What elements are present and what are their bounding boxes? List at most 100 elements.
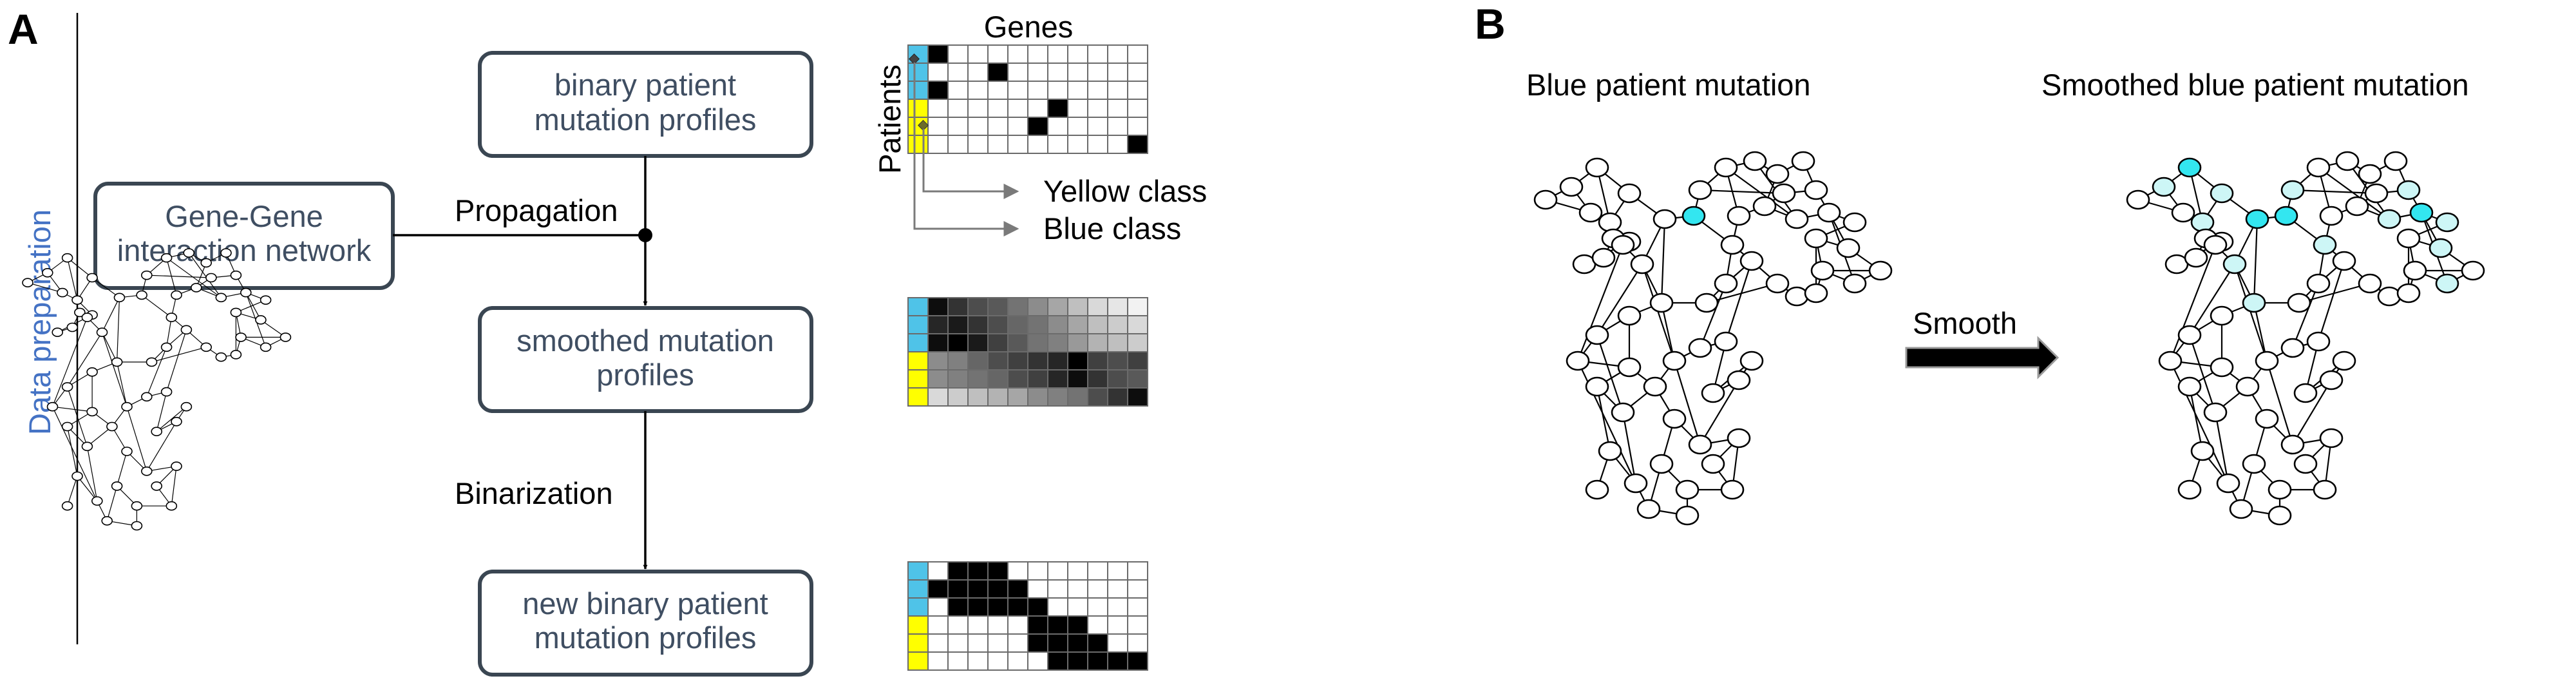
network-node xyxy=(166,313,178,322)
network-edge xyxy=(1673,360,1701,445)
matrix-cell xyxy=(1067,387,1088,407)
network-node xyxy=(2435,212,2459,233)
binarization-label: Binarization xyxy=(455,476,613,510)
matrix-cell xyxy=(1067,579,1088,599)
network-edge xyxy=(101,332,128,407)
matrix-cell xyxy=(1007,387,1028,407)
network-line-2: interaction network xyxy=(117,233,372,267)
matrix-cell xyxy=(1027,597,1048,617)
matrix-cell xyxy=(927,651,949,671)
network-node xyxy=(2280,434,2305,455)
network-node xyxy=(1804,180,1828,200)
matrix-cell xyxy=(1087,63,1108,82)
network-node xyxy=(255,315,267,325)
matrix-cell xyxy=(1107,135,1128,154)
network-node xyxy=(1617,183,1642,204)
matrix-cell xyxy=(1087,99,1108,118)
network-edge xyxy=(67,258,78,300)
network-node xyxy=(2313,235,2337,255)
network-node xyxy=(91,496,103,506)
network-node xyxy=(2171,202,2195,223)
network-node xyxy=(2377,209,2401,229)
network-node xyxy=(171,290,182,300)
matrix-cell xyxy=(947,651,969,671)
matrix-cell xyxy=(927,615,949,635)
network-node xyxy=(220,248,232,258)
network-node xyxy=(2306,331,2331,352)
smoothed-matrix xyxy=(907,297,1148,407)
network-node xyxy=(2306,273,2331,294)
smoothed-profiles-line-2: profiles xyxy=(596,358,694,392)
network-node xyxy=(1611,402,1635,423)
network-node xyxy=(86,407,98,417)
network-node xyxy=(2332,251,2356,271)
matrix-cell xyxy=(1087,297,1108,316)
matrix-cell xyxy=(1107,579,1128,599)
matrix-cell xyxy=(1007,651,1028,671)
network-node xyxy=(1617,305,1642,326)
network-edge xyxy=(2317,260,2345,342)
network-node xyxy=(1649,454,1674,474)
matrix-cell xyxy=(947,44,969,64)
network-edge xyxy=(67,476,78,506)
network-node xyxy=(1643,376,1667,397)
network-node xyxy=(215,352,227,362)
matrix-cell xyxy=(1027,633,1048,653)
matrix-cell xyxy=(1107,561,1128,581)
network-edge xyxy=(166,257,222,298)
network-node xyxy=(2396,180,2421,200)
network-edge xyxy=(27,282,63,293)
junction-dot xyxy=(638,228,652,242)
patients-label: Patients xyxy=(873,64,907,174)
network-node xyxy=(1662,351,1687,371)
matrix-cell xyxy=(987,597,1009,617)
network-node xyxy=(42,267,53,278)
matrix-cell xyxy=(1047,651,1068,671)
network-node xyxy=(2409,202,2434,223)
network-node xyxy=(205,273,217,283)
matrix-cell xyxy=(1027,351,1048,370)
matrix-cell xyxy=(1087,387,1108,407)
network-node xyxy=(1559,177,1584,197)
matrix-cell xyxy=(967,387,989,407)
network-node xyxy=(1752,196,1777,216)
patient-class-cell xyxy=(907,315,929,334)
matrix-cell xyxy=(1067,333,1088,352)
matrix-cell xyxy=(1107,351,1128,370)
network-node xyxy=(2255,351,2279,371)
matrix-cell xyxy=(1127,579,1148,599)
matrix-cell xyxy=(967,651,989,671)
matrix-cell xyxy=(967,579,989,599)
matrix-cell xyxy=(1047,369,1068,389)
patient-class-cell xyxy=(907,579,929,599)
matrix-cell xyxy=(1047,44,1068,64)
matrix-cell xyxy=(1027,135,1048,154)
network-node xyxy=(121,447,133,456)
network-node xyxy=(2235,376,2260,397)
matrix-cell xyxy=(1067,315,1088,334)
matrix-cell xyxy=(947,387,969,407)
network-node xyxy=(2280,338,2305,358)
matrix-cell xyxy=(1007,99,1028,118)
network-node xyxy=(101,515,113,526)
network-edge xyxy=(166,329,187,392)
network-edge xyxy=(166,317,172,347)
matrix-cell xyxy=(927,333,949,352)
network-node xyxy=(61,501,73,511)
matrix-cell xyxy=(1107,44,1128,64)
patient-class-cell xyxy=(907,297,929,316)
network-edge xyxy=(2189,264,2235,336)
matrix-cell xyxy=(1047,297,1068,316)
matrix-cell xyxy=(947,297,969,316)
matrix-cell xyxy=(1127,387,1148,407)
network-edge xyxy=(2169,244,2217,361)
network-node xyxy=(235,332,247,342)
matrix-cell xyxy=(947,615,969,635)
matrix-cell xyxy=(1127,351,1148,370)
network-node xyxy=(2396,228,2421,249)
network-node xyxy=(61,382,73,392)
network-node xyxy=(1675,505,1700,526)
matrix-cell xyxy=(947,81,969,100)
network-node xyxy=(1591,247,1616,268)
network-edge xyxy=(117,451,128,486)
